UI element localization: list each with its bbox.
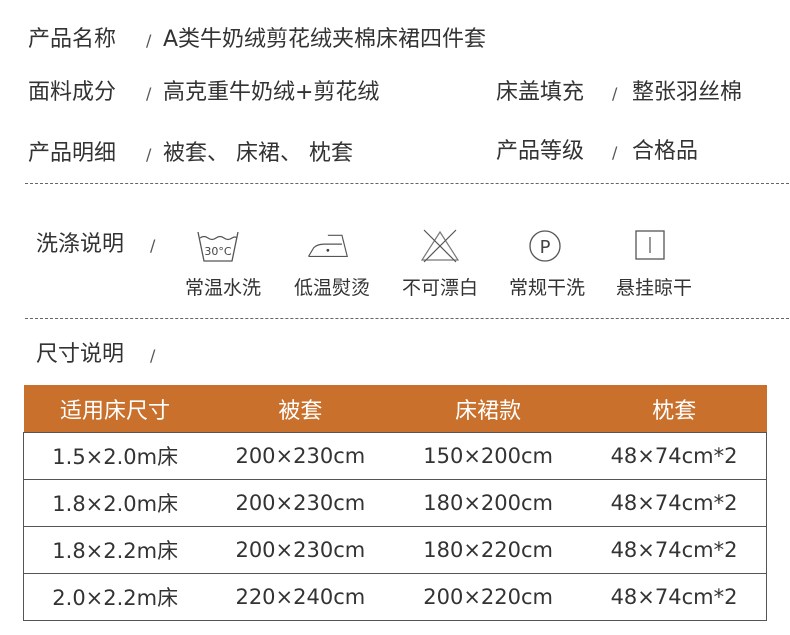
detail-value: 被套、 床裙、 枕套: [163, 141, 353, 166]
product-name-label: 产品名称: [28, 27, 117, 52]
size-table: 适用床尺寸 被套 床裙款 枕套 1.5×2.0m床 200×230cm 150×20…: [23, 385, 768, 621]
filling-label: 床盖填充: [496, 80, 585, 105]
care-label: 常温水洗: [184, 277, 261, 299]
cell: 200×230cm: [206, 526, 395, 574]
cell: 180×200cm: [394, 479, 583, 527]
cell: 1.8×2.0m床: [23, 479, 207, 527]
table-row: 1.8×2.0m床 200×230cm 180×200cm 48×74cm*2: [23, 479, 768, 527]
table-row: 2.0×2.2m床 220×240cm 200×220cm 48×74cm*2: [23, 573, 768, 621]
wash-30c-icon: 30°C: [197, 231, 239, 262]
separator: /: [150, 346, 156, 365]
cell: 200×220cm: [394, 573, 583, 621]
cell: 48×74cm*2: [582, 479, 768, 527]
care-title: 洗涤说明: [36, 232, 125, 257]
detail-label: 产品明细: [28, 141, 117, 166]
care-label: 低温熨烫: [293, 277, 370, 299]
separator: /: [146, 84, 152, 103]
cell: 48×74cm*2: [582, 526, 768, 574]
separator: /: [146, 31, 152, 50]
cell: 150×200cm: [394, 432, 583, 480]
separator: /: [612, 143, 618, 162]
table-row: 1.5×2.0m床 200×230cm 150×200cm 48×74cm*2: [23, 432, 768, 480]
care-label: 常规干洗: [508, 277, 585, 299]
dry-clean-p-icon: P: [529, 230, 561, 262]
cell: 200×230cm: [206, 479, 395, 527]
cell: 1.8×2.2m床: [23, 526, 207, 574]
filling-value: 整张羽丝棉: [632, 80, 743, 105]
fabric-label: 面料成分: [28, 80, 117, 105]
separator: /: [150, 236, 156, 255]
divider: [25, 318, 789, 319]
cell: 200×230cm: [206, 432, 395, 480]
cell: 1.5×2.0m床: [23, 432, 207, 480]
no-bleach-icon: [420, 229, 460, 263]
grade-value: 合格品: [632, 139, 699, 164]
product-name-value: A类牛奶绒剪花绒夹棉床裙四件套: [163, 27, 487, 52]
cell: 48×74cm*2: [582, 432, 768, 480]
divider: [25, 183, 789, 184]
column-header: 适用床尺寸: [23, 385, 207, 433]
iron-low-icon: [308, 234, 348, 258]
size-title: 尺寸说明: [36, 342, 125, 367]
grade-label: 产品等级: [496, 139, 585, 164]
care-label: 不可漂白: [401, 277, 478, 299]
separator: /: [146, 145, 152, 164]
table-header: 适用床尺寸 被套 床裙款 枕套: [23, 385, 767, 433]
column-header: 床裙款: [394, 385, 583, 433]
cell: 2.0×2.2m床: [23, 573, 207, 621]
cell: 48×74cm*2: [582, 573, 768, 621]
fabric-value: 高克重牛奶绒+剪花绒: [163, 80, 380, 105]
separator: /: [612, 84, 618, 103]
temp-text: 30°C: [204, 245, 231, 258]
line-dry-icon: [635, 230, 665, 260]
cell: 180×220cm: [394, 526, 583, 574]
svg-text:P: P: [540, 237, 551, 258]
care-label: 悬挂晾干: [615, 277, 692, 299]
column-header: 枕套: [582, 385, 767, 433]
column-header: 被套: [206, 385, 395, 433]
cell: 220×240cm: [206, 573, 395, 621]
table-row: 1.8×2.2m床 200×230cm 180×220cm 48×74cm*2: [23, 526, 768, 574]
